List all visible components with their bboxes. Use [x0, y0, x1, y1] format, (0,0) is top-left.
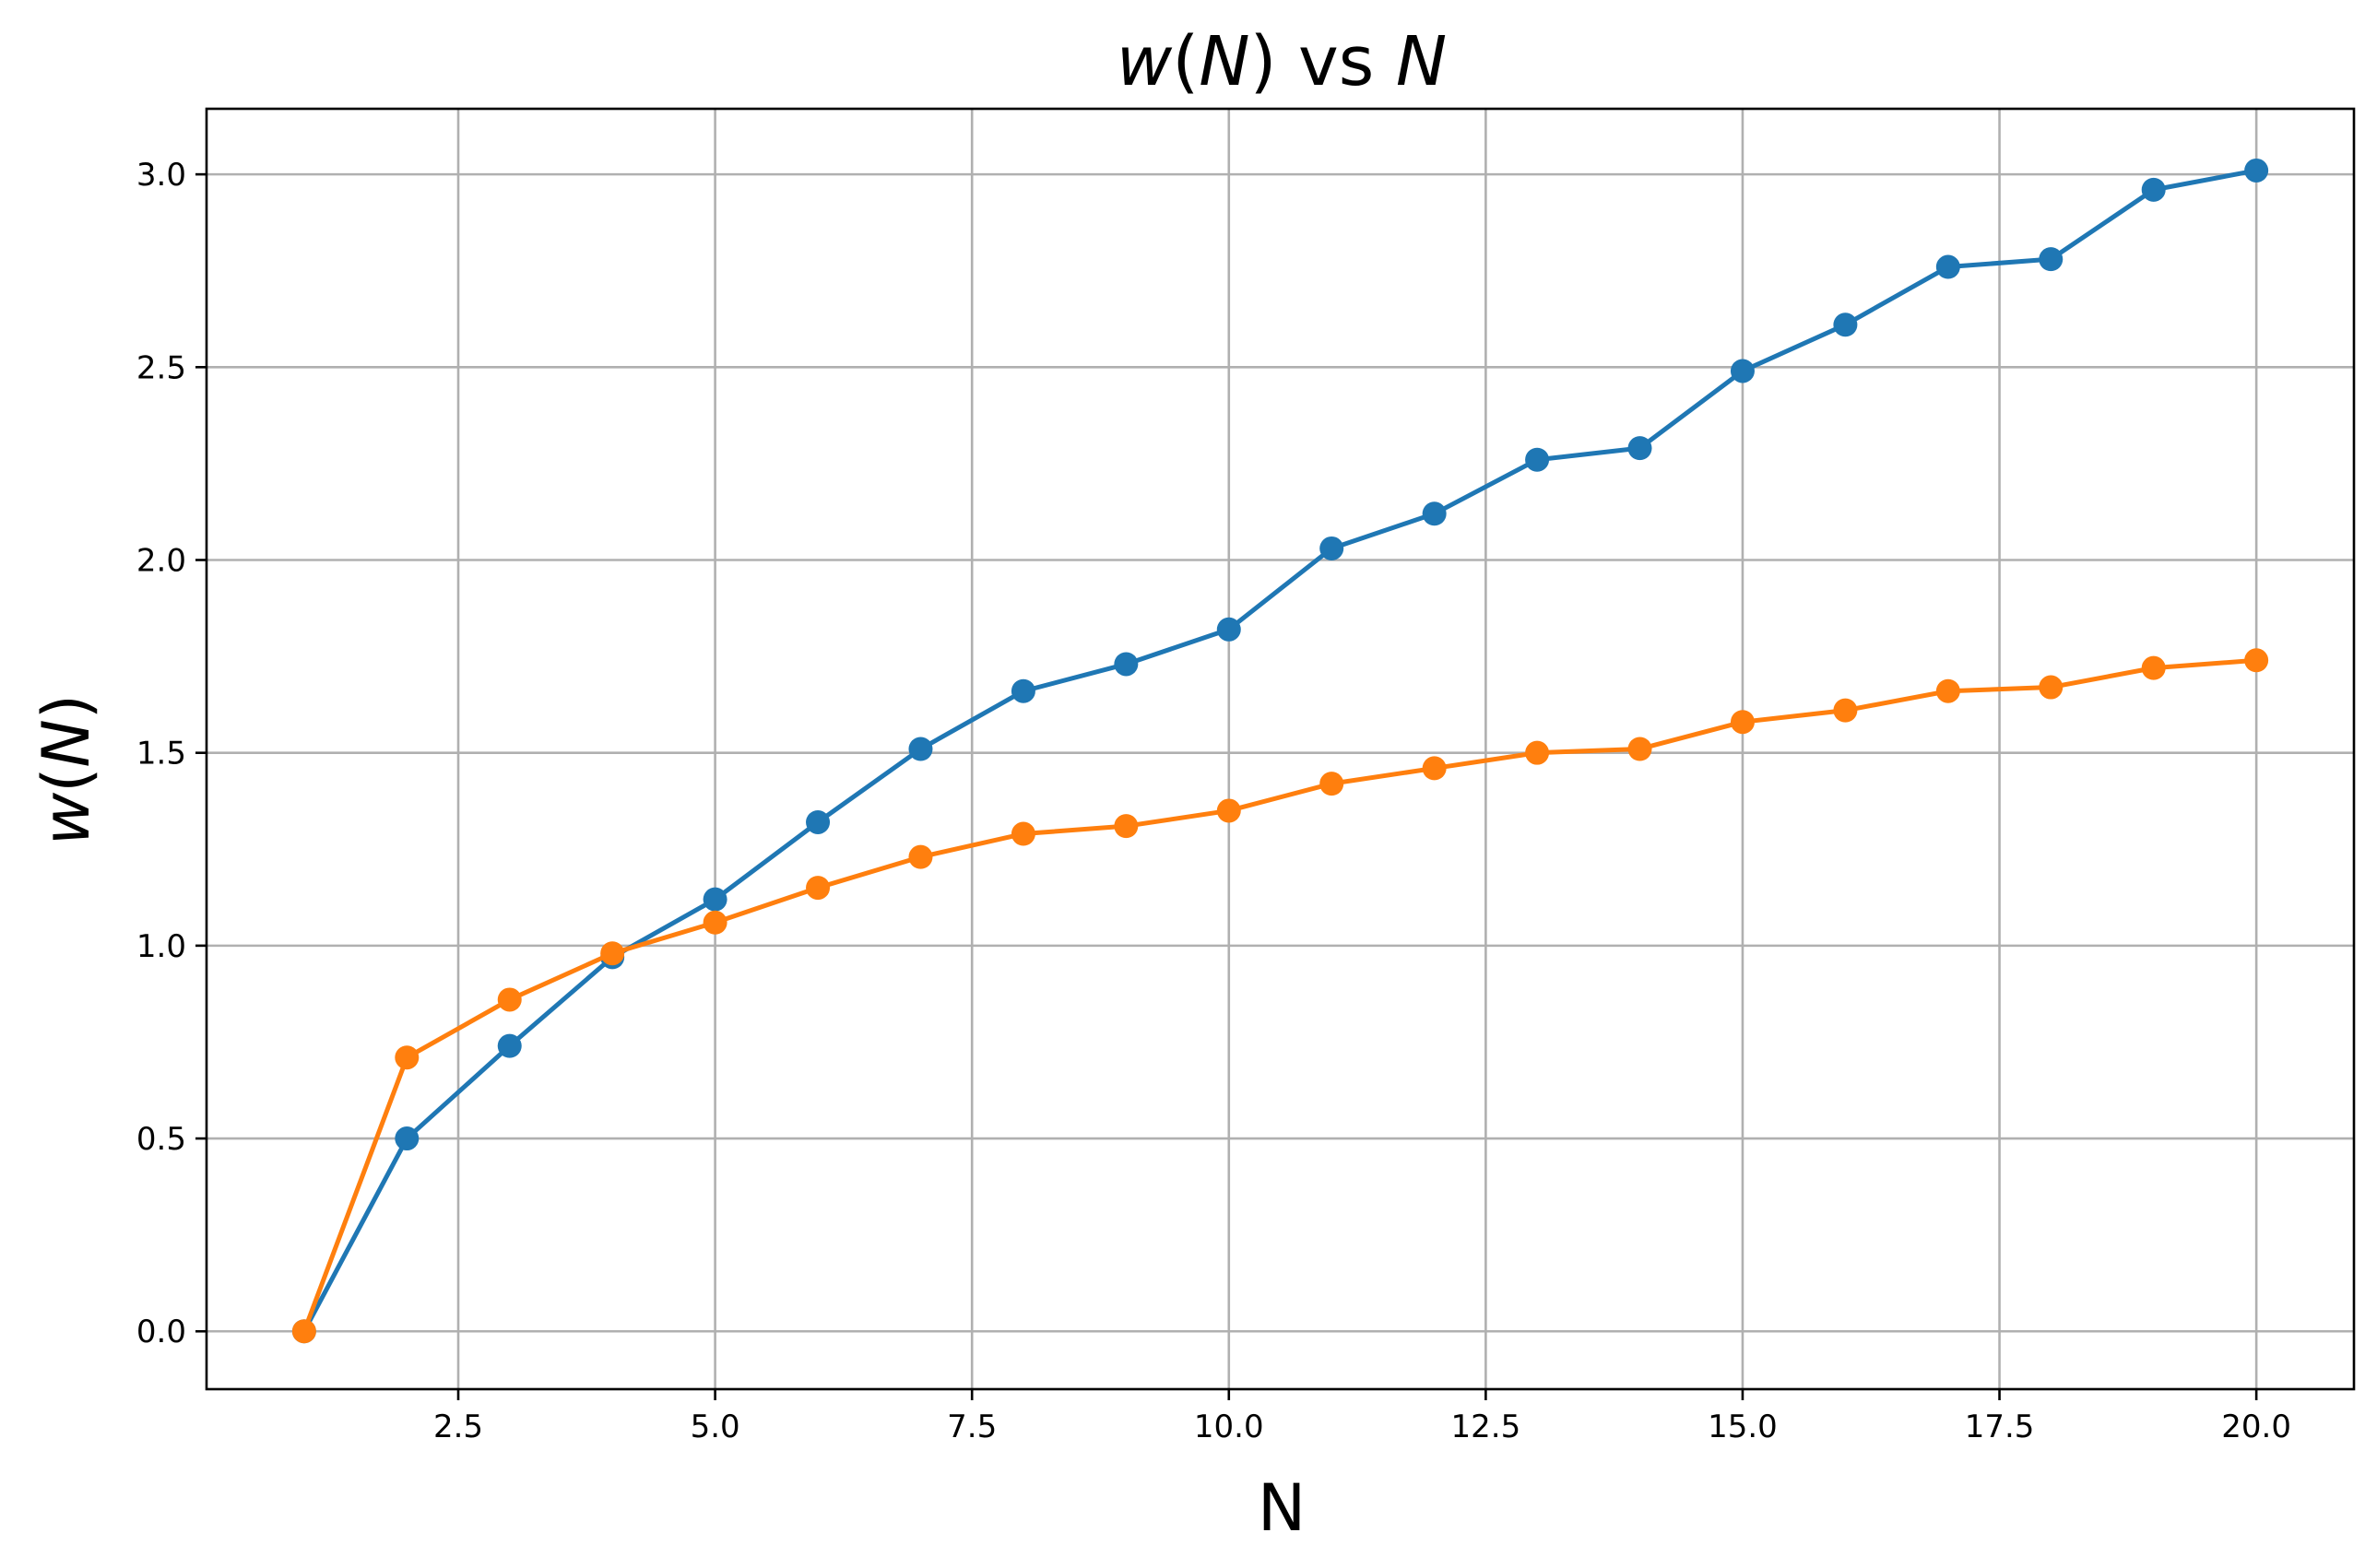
series-1-point [1216, 617, 1241, 642]
y-tick-label: 2.5 [136, 349, 186, 386]
series-2-point [2039, 675, 2064, 700]
series-2-point [497, 987, 522, 1012]
y-tick-label: 0.0 [136, 1314, 186, 1350]
ylabel-close-paren: ) [29, 694, 104, 719]
series-2-point [1011, 821, 1035, 846]
y-axis-ticks: 0.0 0.5 1.0 1.5 2.0 2.5 3.0 [136, 157, 207, 1350]
x-axis-ticks: 2.5 5.0 7.5 10.0 12.5 15.0 17.5 20.0 [433, 1389, 2291, 1445]
x-axis-label: N [1258, 1470, 1306, 1546]
x-tick-label: 10.0 [1194, 1409, 1264, 1445]
series-1-point [703, 887, 727, 912]
x-tick-label: 7.5 [947, 1409, 997, 1445]
series-2-point [1216, 798, 1241, 823]
y-tick-label: 3.0 [136, 157, 186, 194]
title-n2: N [1396, 22, 1447, 101]
series-2-point [600, 941, 625, 966]
series-1-point [2141, 177, 2166, 202]
series-1-point [1730, 359, 1755, 383]
y-tick-label: 1.5 [136, 736, 186, 772]
series-2 [291, 648, 2269, 1344]
series-1-point [1525, 447, 1550, 472]
title-n: N [1199, 22, 1249, 101]
series-2-point [1422, 756, 1447, 781]
series-2-line [302, 657, 2259, 1334]
y-tick-label: 2.0 [136, 542, 186, 579]
series-2-point [1114, 814, 1139, 839]
series-2-point [395, 1045, 420, 1070]
series-1-point [1935, 254, 1960, 279]
series-1-point [1011, 678, 1035, 703]
title-close-paren: ) [1250, 22, 1277, 101]
series-1-point [2039, 247, 2064, 272]
plot-frame [205, 107, 2356, 1391]
series-1-point [1833, 312, 1858, 337]
series-1-point [2244, 158, 2269, 183]
x-tick-label: 5.0 [691, 1409, 740, 1445]
series-2-point [1525, 740, 1550, 765]
x-tick-label: 20.0 [2221, 1409, 2291, 1445]
series-1-point [497, 1033, 522, 1058]
x-tick-label: 12.5 [1451, 1409, 1521, 1445]
ylabel-w: w [29, 792, 104, 845]
title-w: w [1117, 22, 1173, 101]
series-2-point [1935, 678, 1960, 703]
ylabel-open-paren: ( [29, 768, 104, 793]
series-1-point [1114, 652, 1139, 677]
y-axis-label: w(N) [29, 694, 104, 845]
series-2-point [1833, 698, 1858, 723]
series-2-point [1627, 737, 1652, 761]
series-2-point [291, 1319, 316, 1344]
series-2-point [2141, 655, 2166, 680]
chart-title: w(N) vs N [1117, 22, 1447, 101]
series-2-point [806, 876, 831, 901]
series-2-point [2244, 648, 2269, 673]
title-open-paren: ( [1172, 22, 1199, 101]
series-2-point [703, 910, 727, 935]
series-layer [291, 158, 2269, 1344]
y-tick-label: 1.0 [136, 928, 186, 965]
series-1-point [1627, 436, 1652, 461]
ylabel-n: N [29, 719, 104, 767]
y-tick-label: 0.5 [136, 1121, 186, 1158]
series-2-point [908, 844, 933, 869]
grid [207, 109, 2354, 1389]
x-tick-label: 2.5 [433, 1409, 483, 1445]
title-vs: vs [1276, 22, 1395, 101]
series-1-point [1422, 501, 1447, 526]
series-2-point [1730, 710, 1755, 735]
series-1-point [908, 737, 933, 761]
series-2-point [1319, 772, 1344, 796]
x-tick-label: 15.0 [1708, 1409, 1778, 1445]
series-1-point [395, 1126, 420, 1151]
series-1-point [1319, 536, 1344, 560]
series-1-point [806, 809, 831, 834]
x-tick-label: 17.5 [1965, 1409, 2035, 1445]
